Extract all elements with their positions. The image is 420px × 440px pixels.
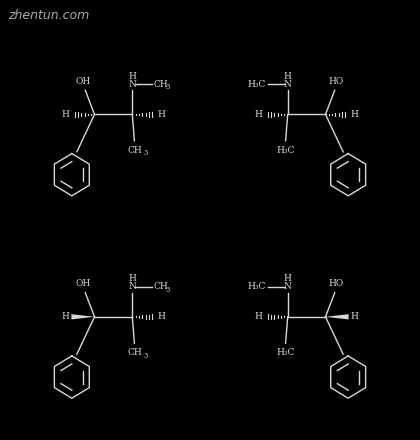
Text: N: N (284, 80, 291, 89)
Text: 3: 3 (165, 286, 169, 293)
Text: H₃C: H₃C (247, 80, 266, 89)
Text: CH: CH (153, 80, 168, 89)
Text: 3: 3 (165, 83, 169, 91)
Text: OH: OH (76, 77, 91, 86)
Text: 3: 3 (144, 149, 148, 157)
Text: H₃C: H₃C (247, 282, 266, 291)
Text: H: H (284, 72, 291, 81)
Text: 3: 3 (144, 352, 148, 359)
Polygon shape (326, 314, 349, 319)
Text: H: H (351, 312, 358, 321)
Text: H₃C: H₃C (276, 348, 295, 357)
Text: H: H (158, 110, 165, 119)
Text: CH: CH (127, 348, 142, 357)
Text: H: H (158, 312, 165, 321)
Text: H: H (62, 312, 69, 321)
Text: HO: HO (329, 279, 344, 288)
Polygon shape (71, 314, 94, 319)
Text: N: N (129, 80, 136, 89)
Text: H: H (255, 110, 262, 119)
Text: H: H (255, 312, 262, 321)
Text: H: H (129, 72, 136, 81)
Text: H: H (284, 274, 291, 283)
Text: H: H (351, 110, 358, 119)
Text: H: H (129, 274, 136, 283)
Text: CH: CH (127, 146, 142, 155)
Text: N: N (284, 282, 291, 291)
Text: H: H (62, 110, 69, 119)
Text: zhentun.com: zhentun.com (8, 9, 89, 22)
Text: HO: HO (329, 77, 344, 86)
Text: H₃C: H₃C (276, 146, 295, 155)
Text: OH: OH (76, 279, 91, 288)
Text: N: N (129, 282, 136, 291)
Text: CH: CH (153, 282, 168, 291)
